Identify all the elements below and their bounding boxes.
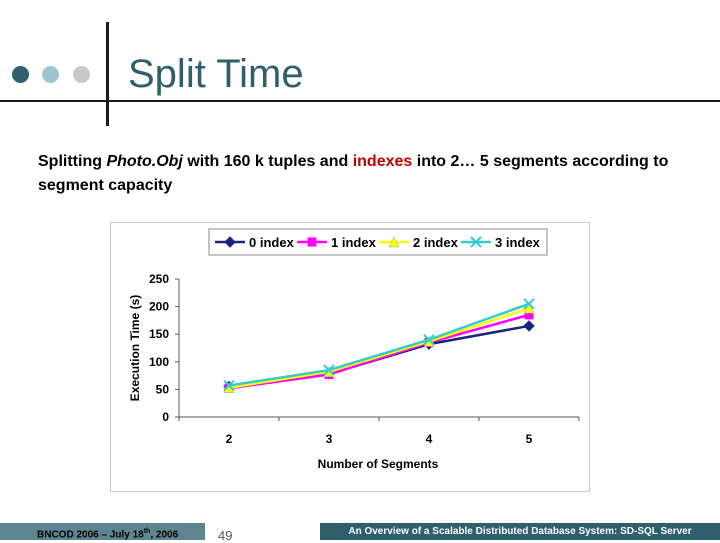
- footer-left-sup: th: [143, 528, 151, 535]
- x-tick-label: 3: [326, 432, 333, 446]
- data-point-3-3: [523, 298, 535, 310]
- data-point-3-2: [423, 334, 435, 346]
- y-tick-label: 50: [156, 382, 170, 396]
- dot-gray: [73, 66, 90, 83]
- series-line-2: [228, 307, 530, 389]
- line-chart: 0 50 100 150 200 250 2 3 4 5 Number of Segments Exe…: [128, 228, 580, 471]
- legend-label-2: 2 index: [413, 235, 459, 250]
- y-tick-label: 0: [162, 410, 169, 424]
- title-divider-horizontal: [0, 100, 720, 102]
- dot-light: [42, 66, 59, 83]
- body-text-part2: with 160 k tuples and: [182, 153, 353, 170]
- legend-label-1: 1 index: [331, 235, 377, 250]
- legend-marker-0: [224, 236, 236, 248]
- footer-conference: BNCOD 2006 – July 18th, 2006: [0, 523, 205, 540]
- slide-title: Split Time: [128, 52, 304, 96]
- slide-body-text: Splitting Photo.Obj with 160 k tuples an…: [38, 150, 698, 198]
- x-tick-label: 4: [426, 432, 433, 446]
- body-text-part3: into 2… 5 segments according to segment …: [38, 153, 669, 194]
- page-number: 49: [218, 528, 233, 543]
- data-point-3-0: [223, 379, 235, 392]
- body-text-red: indexes: [352, 153, 413, 170]
- data-point-2-3: [523, 302, 535, 314]
- legend-marker-1: [307, 237, 317, 247]
- y-tick-label: 150: [149, 327, 169, 341]
- footer-presentation-title: An Overview of a Scalable Distributed Da…: [320, 523, 720, 540]
- data-point-3-1: [323, 364, 335, 376]
- series-line-1: [228, 313, 530, 390]
- series-line-3: [228, 302, 530, 387]
- footer-left-suffix: , 2006: [150, 529, 179, 541]
- legend-label-0: 0 index: [249, 235, 295, 250]
- x-tick-label: 2: [226, 432, 233, 446]
- legend-marker-2: [388, 236, 400, 248]
- x-axis-label: Number of Segments: [318, 457, 439, 471]
- y-axis-label: Execution Time (s): [128, 295, 142, 401]
- title-divider-vertical: [106, 22, 109, 126]
- y-tick-label: 100: [149, 355, 169, 369]
- footer-left-prefix: BNCOD 2006 – July 18: [37, 529, 144, 541]
- body-text-italic: Photo.Obj: [106, 153, 183, 170]
- y-tick-label: 200: [149, 300, 169, 314]
- chart-container: 0 50 100 150 200 250 2 3 4 5 Number of Segments Exe…: [110, 222, 590, 492]
- legend-marker-3: [470, 236, 482, 248]
- body-text-part1: Splitting: [38, 153, 107, 170]
- legend-label-3: 3 index: [495, 235, 541, 250]
- data-point-0-3: [523, 320, 535, 332]
- dot-dark: [12, 66, 29, 83]
- y-tick-label: 250: [149, 272, 169, 286]
- x-tick-label: 5: [526, 432, 533, 446]
